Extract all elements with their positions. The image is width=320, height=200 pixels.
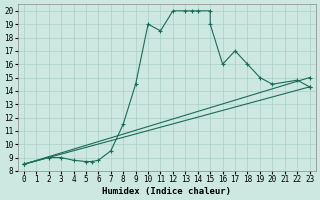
X-axis label: Humidex (Indice chaleur): Humidex (Indice chaleur) (102, 187, 231, 196)
